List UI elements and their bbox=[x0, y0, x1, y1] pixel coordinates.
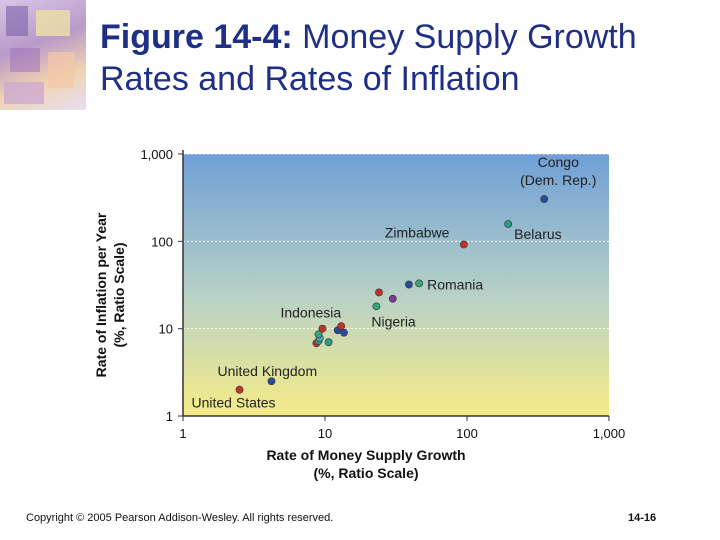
x-tick-label: 1 bbox=[179, 426, 186, 441]
slide-title-text: Money Supply Growth Rates and Rates of I… bbox=[100, 18, 637, 98]
plot-background bbox=[183, 154, 609, 416]
data-point-14 bbox=[405, 280, 413, 289]
x-axis-title: Rate of Money Supply Growth (%, Ratio Sca… bbox=[266, 447, 465, 481]
y-axis-title: Rate of Inflation per Year (%, Ratio Scal… bbox=[93, 212, 127, 377]
data-point-6 bbox=[318, 324, 327, 333]
data-point-1 bbox=[267, 377, 276, 386]
point-label-6: Indonesia bbox=[280, 305, 341, 321]
point-labels: United States United Kingdom Indonesia Nige… bbox=[192, 154, 597, 411]
data-point-11 bbox=[372, 302, 381, 311]
data-point-18 bbox=[540, 195, 549, 203]
point-label-congo: Congo (Dem. Rep.) bbox=[520, 154, 596, 188]
slide-title-lead: Figure 14-4: bbox=[100, 18, 293, 56]
data-point-16 bbox=[459, 240, 468, 249]
x-tick-label: 10 bbox=[318, 426, 332, 441]
tick-labels: 11 10 10 100 100 1,000 1,000 bbox=[140, 147, 625, 441]
data-point-0 bbox=[235, 385, 244, 394]
copyright-text: Copyright © 2005 Pearson Addison-Wesley.… bbox=[26, 512, 334, 524]
point-label-17: Belarus bbox=[514, 226, 561, 242]
data-point-12 bbox=[375, 288, 383, 297]
decorative-corner-image bbox=[0, 0, 86, 110]
data-points bbox=[235, 195, 549, 394]
y-tick-label: 10 bbox=[159, 322, 173, 337]
page-number: 14-16 bbox=[628, 512, 657, 524]
point-label-16: Zimbabwe bbox=[385, 224, 450, 240]
y-tick-label: 1 bbox=[166, 409, 173, 424]
data-point-15 bbox=[415, 279, 424, 288]
slide-title: Figure 14-4: Money Supply Growth Rates a… bbox=[100, 16, 700, 100]
data-point-13 bbox=[388, 294, 397, 303]
gridlines bbox=[183, 153, 609, 330]
axis-titles: Rate of Money Supply Growth (%, Ratio Sca… bbox=[93, 212, 466, 481]
x-tick-label: 100 bbox=[456, 426, 478, 441]
point-label-11: Nigeria bbox=[371, 313, 416, 329]
data-point-7 bbox=[324, 338, 333, 347]
x-tick-label: 1,000 bbox=[593, 426, 626, 441]
point-label-1: United Kingdom bbox=[218, 363, 318, 379]
data-point-17 bbox=[504, 220, 513, 228]
point-label-0: United States bbox=[192, 395, 276, 411]
y-tick-label: 100 bbox=[151, 234, 173, 249]
y-tick-label: 1,000 bbox=[140, 147, 173, 162]
data-point-9 bbox=[337, 322, 346, 331]
data-point-10 bbox=[340, 328, 348, 337]
point-label-15: Romania bbox=[427, 276, 483, 292]
data-point-5 bbox=[314, 330, 323, 339]
axes bbox=[178, 150, 610, 421]
